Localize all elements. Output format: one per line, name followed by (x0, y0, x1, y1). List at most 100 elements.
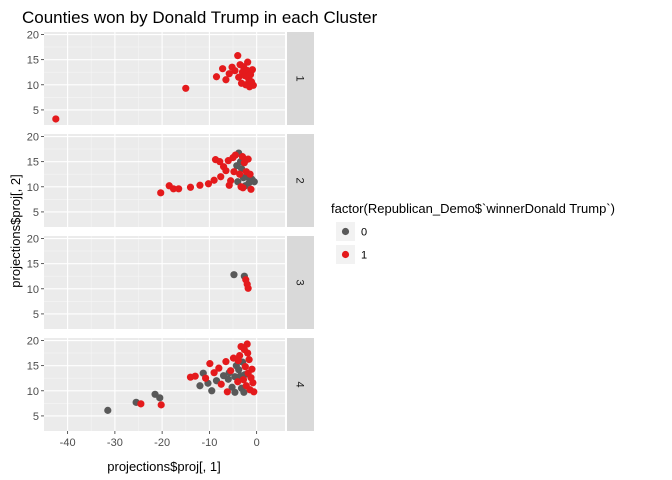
data-point (246, 170, 254, 178)
y-tick-label: 15 (27, 259, 39, 271)
x-tick-label: -20 (154, 437, 170, 449)
data-point (235, 366, 243, 374)
data-point (196, 382, 204, 390)
x-tick-label: 0 (254, 437, 260, 449)
facet-strip (287, 236, 314, 329)
data-point (224, 375, 232, 383)
y-tick-label: 5 (33, 309, 39, 321)
data-point (244, 155, 252, 163)
data-point (204, 180, 213, 188)
x-tick-label: -10 (201, 437, 217, 449)
data-point (231, 151, 239, 159)
x-axis: -40 -30 -20 -10 0 (60, 431, 260, 449)
data-point (222, 76, 230, 84)
facet-panel-1: 5 10 15 20 1 (27, 30, 314, 125)
y-tick-label: 10 (27, 386, 39, 398)
data-point (236, 170, 244, 178)
data-point (234, 378, 242, 386)
data-point (250, 388, 258, 396)
y-tick-label: 20 (27, 30, 39, 42)
y-tick-label: 10 (27, 80, 39, 92)
data-point (210, 369, 218, 377)
y-tick-label: 5 (33, 105, 39, 117)
facet-strip (287, 134, 314, 227)
y-tick-label: 5 (33, 411, 39, 423)
facet-strip-label: 2 (294, 177, 306, 183)
data-point (222, 358, 230, 366)
data-point (250, 178, 258, 186)
data-point (238, 153, 247, 161)
y-tick-label: 15 (27, 55, 39, 67)
data-point (227, 367, 235, 375)
x-axis-title: projections$proj[, 1] (107, 459, 220, 474)
facet-strip-label: 1 (294, 75, 306, 81)
data-point (230, 168, 238, 176)
x-tick-label: -40 (60, 437, 76, 449)
data-point (249, 81, 257, 89)
legend-label: 0 (361, 227, 367, 239)
data-point (248, 66, 256, 74)
data-point (157, 189, 165, 197)
y-tick-label: 20 (27, 132, 39, 144)
facet-panel-3: 5 10 15 20 3 (27, 234, 314, 329)
data-point (104, 406, 112, 414)
data-point (235, 73, 243, 81)
data-point (234, 357, 242, 365)
data-point (234, 52, 242, 60)
data-point (240, 388, 248, 396)
x-tick-label: -30 (107, 437, 123, 449)
data-point (216, 158, 224, 166)
data-point (244, 58, 252, 66)
data-point (245, 356, 253, 364)
facet-panel-2: 5 10 15 20 2 (27, 132, 314, 227)
data-point (225, 181, 233, 189)
data-point (208, 387, 216, 395)
data-point (137, 400, 145, 408)
data-point (202, 374, 210, 382)
y-tick-label: 20 (27, 336, 39, 348)
data-point (230, 271, 238, 279)
data-point (249, 379, 257, 387)
legend-marker (341, 227, 350, 236)
facet-strip-label: 3 (294, 279, 306, 285)
data-point (217, 173, 225, 181)
data-point (219, 65, 227, 73)
y-tick-label: 15 (27, 361, 39, 373)
y-axis-title: projections$proj[, 2] (8, 174, 23, 287)
data-point (52, 115, 60, 123)
data-point (191, 372, 199, 380)
data-point (231, 67, 239, 75)
data-point (237, 342, 245, 351)
legend-entries: 01 (336, 222, 367, 264)
data-point (157, 401, 165, 409)
data-point (215, 364, 223, 372)
data-point (239, 184, 247, 192)
data-point (196, 181, 204, 189)
facet-strip-label: 4 (294, 381, 306, 387)
data-point (244, 349, 252, 357)
y-tick-label: 10 (27, 284, 39, 296)
data-point (248, 365, 256, 373)
data-point (182, 84, 190, 92)
data-point (241, 363, 249, 371)
data-point (222, 167, 230, 175)
data-point (212, 73, 221, 81)
chart-title: Counties won by Donald Trump in each Clu… (22, 8, 378, 27)
data-point (223, 388, 231, 396)
y-tick-label: 20 (27, 234, 39, 246)
data-point (217, 380, 225, 388)
data-point (156, 394, 164, 402)
data-point (244, 284, 252, 292)
legend-marker (341, 250, 350, 259)
data-point (186, 183, 195, 191)
y-tick-label: 15 (27, 157, 39, 169)
data-point (239, 376, 248, 384)
data-point (231, 388, 239, 396)
data-point (175, 185, 183, 193)
data-point (247, 185, 255, 193)
facet-strip (287, 338, 314, 431)
facet-panel-4: 5 10 15 20 4 (27, 336, 314, 431)
data-point (169, 185, 178, 193)
